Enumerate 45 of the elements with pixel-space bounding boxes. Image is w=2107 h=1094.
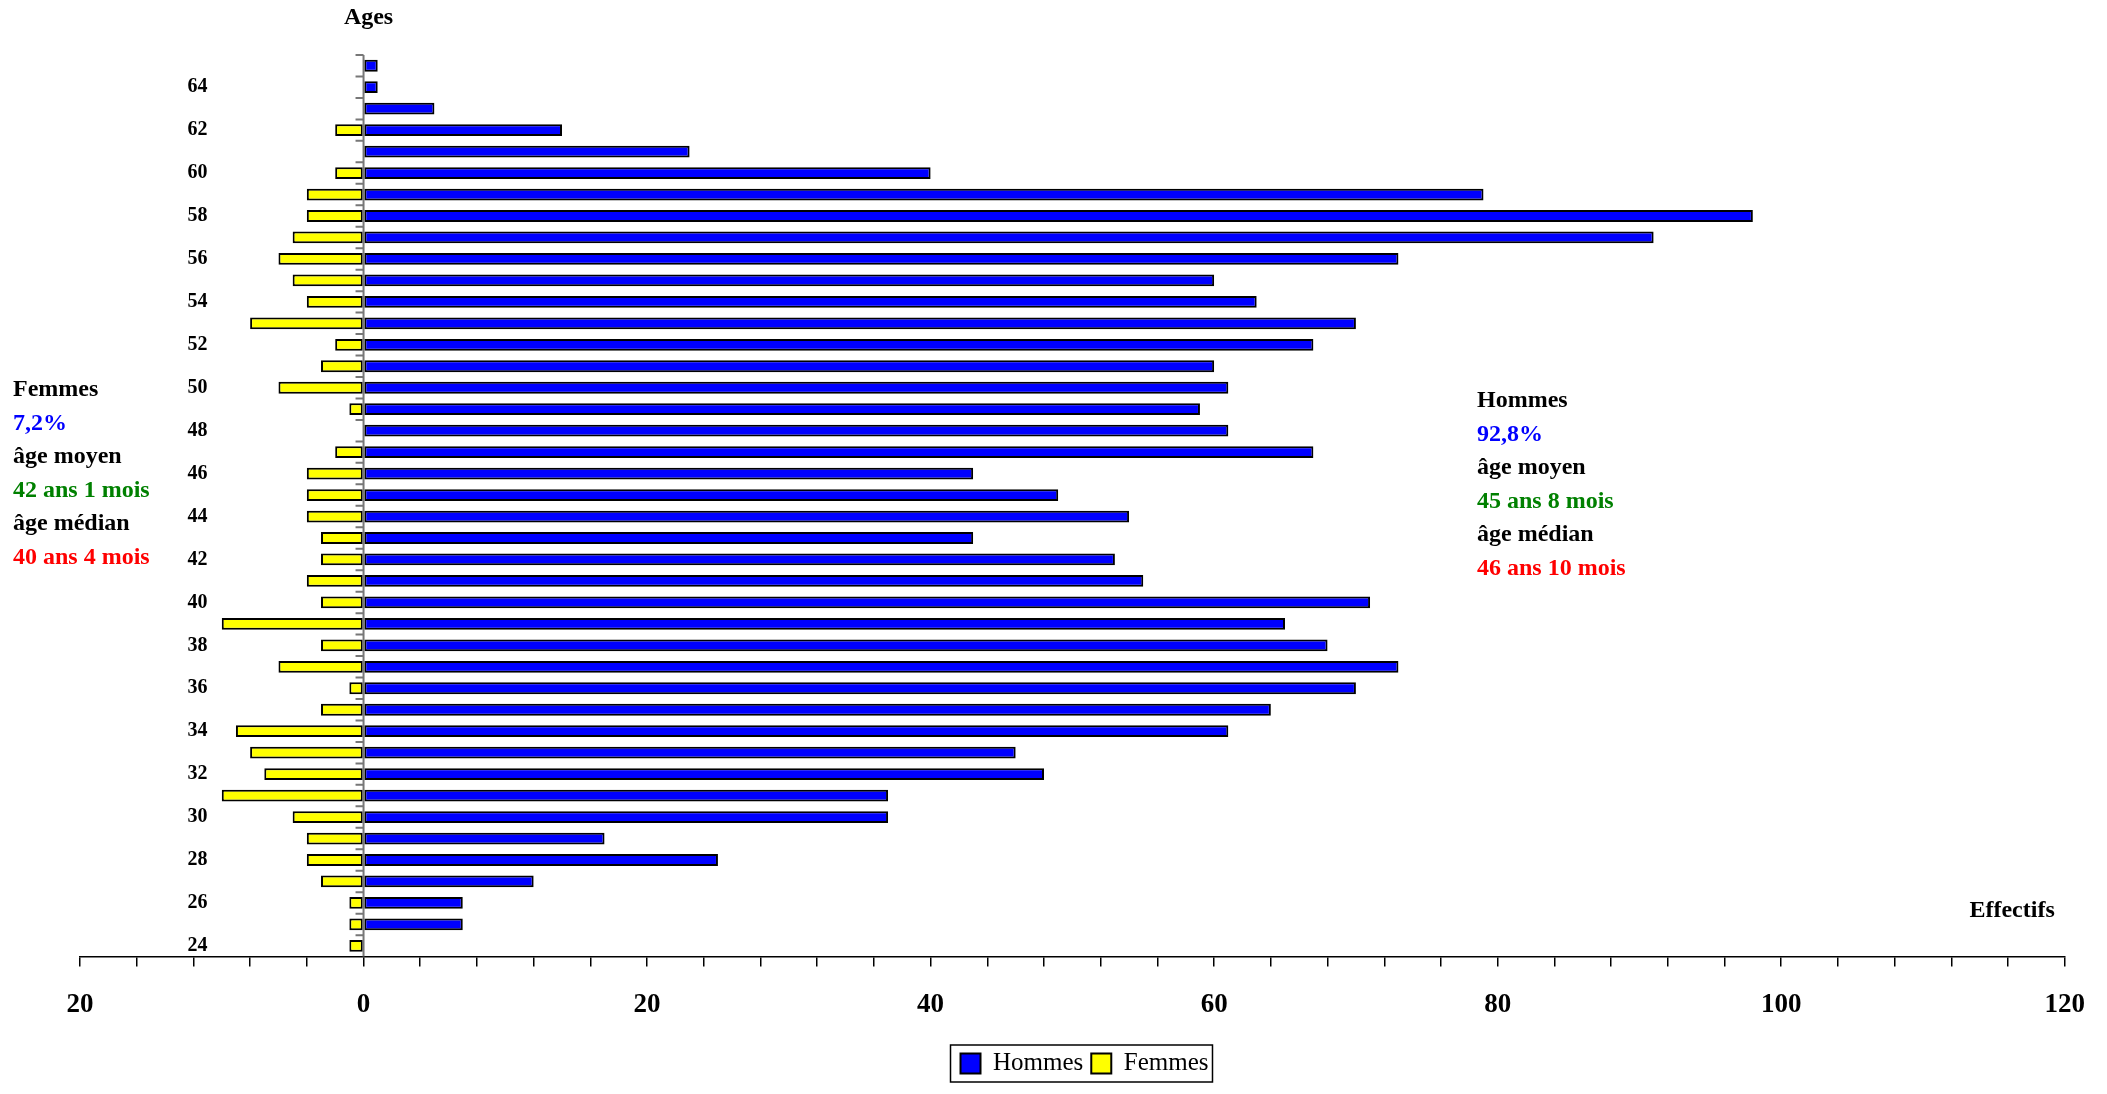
y-tick-label: 30 <box>187 804 208 827</box>
y-tick-label: 26 <box>187 890 208 913</box>
annotation: 92,8% <box>1477 419 1543 446</box>
x-tick-label: 0 <box>356 987 371 1018</box>
x-tick-label: 120 <box>2044 987 2085 1018</box>
y-tick-label: 62 <box>187 117 208 140</box>
x-axis-title: Effectifs <box>1969 895 2055 922</box>
annotation: Hommes <box>1477 386 1568 412</box>
y-tick-label: 52 <box>187 331 208 354</box>
y-tick-label: 58 <box>187 203 208 226</box>
y-tick-label: 54 <box>187 289 208 312</box>
y-tick-label: 38 <box>187 632 208 655</box>
y-tick-label: 56 <box>187 246 208 269</box>
y-tick-label: 28 <box>187 847 208 870</box>
annotation: 42 ans 1 mois <box>13 475 150 502</box>
y-tick-label: 60 <box>187 160 208 183</box>
y-tick-label: 32 <box>187 761 208 784</box>
annotation: 40 ans 4 mois <box>13 542 150 569</box>
legend-label: Femmes <box>1123 1048 1209 1076</box>
x-tick-label: 20 <box>66 987 94 1018</box>
y-tick-label: 40 <box>187 589 208 612</box>
annotation: âge médian <box>13 509 130 535</box>
annotation: 46 ans 10 mois <box>1477 553 1626 580</box>
annotation: âge moyen <box>13 442 122 468</box>
y-tick-label: 46 <box>187 460 208 483</box>
y-tick-label: 24 <box>187 933 208 956</box>
text: 7,2% <box>13 408 67 435</box>
y-tick-label: 64 <box>187 74 208 97</box>
y-tick-label: 44 <box>187 503 208 526</box>
x-tick-label: 20 <box>633 987 661 1018</box>
x-tick-label: 60 <box>1200 987 1228 1018</box>
y-tick-label: 48 <box>187 417 208 440</box>
annotation: 45 ans 8 mois <box>1477 486 1614 513</box>
y-tick-label: 50 <box>187 374 208 397</box>
y-tick-label: 42 <box>187 546 208 569</box>
x-tick-label: 40 <box>917 987 945 1018</box>
legend-label: Hommes <box>993 1048 1084 1076</box>
annotation: âge médian <box>1477 520 1594 546</box>
x-tick-label: 80 <box>1484 987 1512 1018</box>
y-tick-label: 36 <box>187 675 208 698</box>
y-axis-title: Ages <box>343 3 394 29</box>
annotation: Femmes <box>13 375 99 401</box>
y-tick-label: 34 <box>187 718 208 741</box>
x-tick-label: 100 <box>1760 987 1802 1018</box>
annotation: âge moyen <box>1477 453 1586 479</box>
